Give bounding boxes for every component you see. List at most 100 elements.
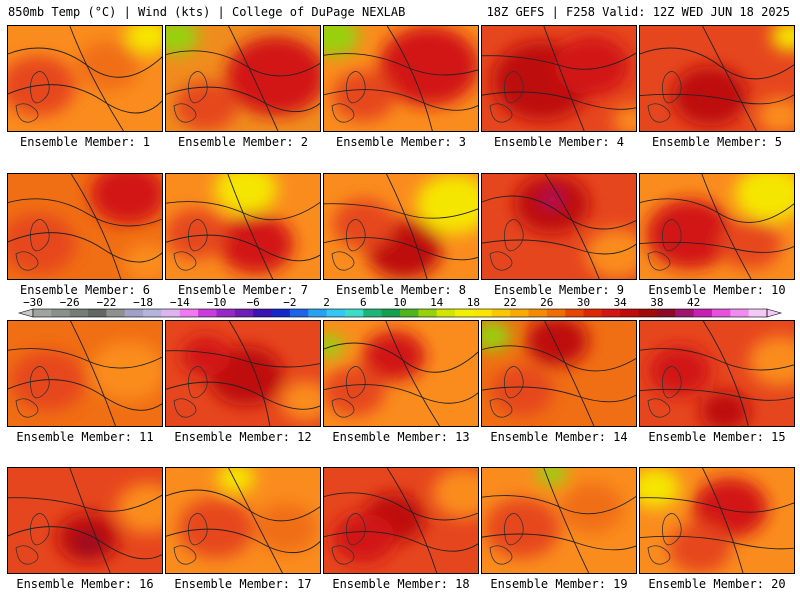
terrain-outline [29, 71, 50, 104]
height-contour [385, 321, 441, 426]
temperature-anomaly [648, 346, 712, 396]
colorbar-tick-label: 42 [687, 296, 700, 309]
temperature-anomaly [281, 381, 320, 421]
colorbar-swatch [143, 309, 162, 317]
colorbar-swatch [656, 309, 676, 317]
terrain-outline [661, 366, 682, 399]
height-contour [482, 386, 636, 403]
temperature-anomaly [490, 366, 554, 416]
temperature-anomaly [125, 26, 162, 54]
height-contour [324, 492, 478, 521]
colorbar-swatch [620, 309, 640, 317]
height-contour [8, 198, 162, 227]
colorbar-tick-label: 6 [360, 296, 367, 309]
height-contour [166, 234, 320, 262]
colorbar-swatch [711, 309, 731, 317]
ensemble-member-label: Ensemble Member: 1 [19, 135, 151, 149]
colorbar-swatch [88, 309, 107, 317]
colorbar-swatch [179, 309, 199, 317]
terrain-outline [29, 219, 50, 252]
height-contour [69, 26, 125, 131]
terrain-outline [29, 366, 50, 399]
colorbar-tick-label: −2 [283, 296, 296, 309]
ensemble-member-label: Ensemble Member: 20 [648, 577, 786, 591]
temperature-anomaly [90, 174, 162, 224]
height-contour [8, 526, 162, 560]
temperature-anomaly [543, 192, 561, 206]
height-contour [166, 528, 320, 554]
ensemble-map-4 [481, 25, 637, 132]
height-contour [70, 321, 116, 426]
colorbar-swatch [216, 309, 236, 317]
terrain-outline [647, 251, 671, 271]
colorbar-swatch [51, 309, 71, 317]
ensemble-member-label: Ensemble Member: 5 [651, 135, 783, 149]
height-contour [228, 321, 271, 426]
colorbar-right-arrow [766, 308, 783, 318]
ensemble-member-label: Ensemble Member: 13 [332, 430, 470, 444]
height-contour [324, 342, 478, 373]
ensemble-member-label: Ensemble Member: 14 [490, 430, 628, 444]
height-contour [640, 497, 794, 513]
height-contour [227, 174, 274, 279]
temperature-anomaly [174, 81, 238, 131]
colorbar-swatch [400, 309, 419, 317]
colorbar-swatch [381, 309, 401, 317]
height-contour [701, 174, 752, 279]
ensemble-map-15 [639, 320, 795, 427]
ensemble-map-19 [481, 467, 637, 574]
ensemble-map-8 [323, 173, 479, 280]
terrain-outline [503, 71, 524, 104]
temperature-anomaly [757, 98, 794, 131]
colorbar-swatch [546, 309, 566, 317]
temperature-anomaly [75, 533, 101, 553]
ensemble-member-label: Ensemble Member: 11 [16, 430, 154, 444]
terrain-outline [331, 103, 355, 123]
temperature-anomaly [166, 26, 199, 54]
ensemble-map-9 [481, 173, 637, 280]
colorbar-swatch [455, 309, 474, 317]
terrain-outline [503, 366, 524, 399]
terrain-outline [15, 398, 39, 418]
temperature-anomaly [554, 36, 630, 96]
temperature-anomaly [560, 483, 624, 533]
temperature-anomaly [613, 106, 636, 131]
ensemble-map-10 [639, 173, 795, 280]
temperature-anomaly [432, 468, 478, 518]
colorbar-tick-label: 22 [503, 296, 516, 309]
colorbar-swatch [436, 309, 456, 317]
height-contour [543, 468, 590, 573]
height-contour [166, 86, 320, 113]
colorbar-left-arrow [17, 308, 34, 318]
height-contour [482, 345, 636, 372]
height-contour [8, 232, 162, 263]
height-contour [324, 237, 478, 261]
temperature-anomaly [217, 468, 255, 493]
height-contour [324, 89, 478, 111]
terrain-outline [345, 366, 366, 399]
ensemble-map-1 [7, 25, 163, 132]
temperature-anomaly [692, 478, 768, 538]
temperature-anomaly [90, 341, 162, 401]
temperature-anomaly [178, 498, 254, 558]
colorbar-swatch [124, 309, 144, 317]
height-contour [482, 91, 636, 110]
ensemble-member-label: Ensemble Member: 7 [177, 283, 309, 297]
terrain-outline [345, 513, 366, 546]
terrain-outline [503, 219, 524, 252]
ensemble-member-label: Ensemble Member: 10 [648, 283, 786, 297]
height-contour [482, 239, 636, 255]
colorbar-tick-label: −18 [133, 296, 153, 309]
colorbar-tick-label: 18 [467, 296, 480, 309]
ensemble-member-label: Ensemble Member: 19 [490, 577, 628, 591]
temperature-anomaly [324, 366, 386, 416]
colorbar-tick-label: 10 [393, 296, 406, 309]
colorbar-swatch [528, 309, 548, 317]
temperature-anomaly [484, 498, 560, 558]
ensemble-map-13 [323, 320, 479, 427]
height-contour [228, 26, 279, 131]
terrain-outline [15, 103, 39, 123]
ensemble-member-label: Ensemble Member: 15 [648, 430, 786, 444]
temperature-anomaly [668, 523, 732, 573]
terrain-outline [345, 219, 366, 252]
